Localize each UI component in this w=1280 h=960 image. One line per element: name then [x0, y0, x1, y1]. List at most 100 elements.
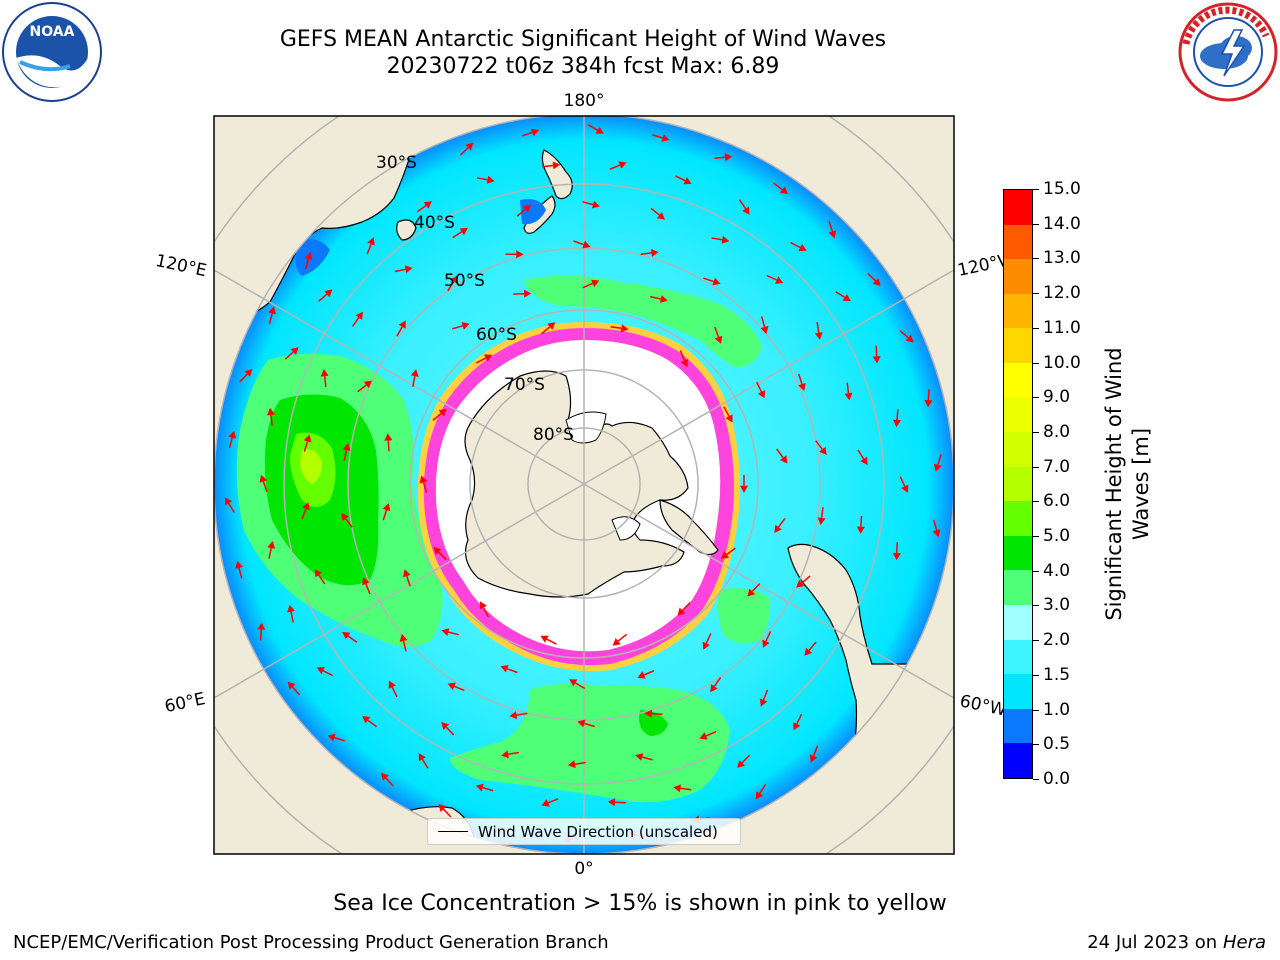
wind-wave-arrow-head	[441, 628, 450, 636]
wind-wave-arrow-head	[419, 475, 428, 484]
wind-wave-arrow-head	[259, 474, 268, 483]
colorbar-tick-label: 9.0	[1043, 387, 1071, 408]
lon-label-120e: 120°E	[154, 251, 209, 281]
wind-wave-arrow-head	[860, 456, 868, 465]
wind-wave-arrow-shaft	[447, 281, 455, 292]
wind-wave-arrow-head	[591, 279, 600, 288]
wind-wave-arrow-head	[257, 622, 266, 630]
wind-wave-arrow-shaft	[899, 476, 906, 487]
footer-date: 24 Jul 2023 on Hera	[1087, 932, 1266, 954]
wind-wave-arrow-head	[607, 798, 616, 807]
wind-wave-arrow-head	[447, 682, 456, 690]
wind-wave-arrow-shaft	[643, 670, 655, 676]
wind-wave-arrow-shaft	[765, 631, 772, 642]
colorbar-tick-mark	[1033, 362, 1039, 364]
wind-wave-arrow-head	[934, 463, 942, 472]
wind-wave-arrow-head	[341, 513, 349, 522]
wind-wave-arrow-shaft	[801, 575, 811, 584]
wind-wave-arrow-shaft	[351, 317, 360, 327]
wind-wave-arrow-shaft	[547, 798, 559, 804]
wind-wave-arrow-shaft	[454, 685, 465, 692]
colorbar-tick-label: 2.0	[1043, 630, 1071, 651]
wind-wave-arrow-shaft	[927, 389, 930, 401]
wind-wave-arrow-head	[828, 230, 837, 239]
wind-wave-arrow-head	[635, 753, 644, 761]
colorbar-segment	[1004, 466, 1032, 502]
colorbar-tick-label: 7.0	[1043, 456, 1071, 477]
wind-wave-arrow-shaft	[396, 326, 403, 337]
wind-wave-arrow-shaft	[303, 441, 309, 452]
wind-wave-arrow-shaft	[382, 509, 388, 521]
wind-wave-arrow-shaft	[334, 736, 345, 742]
wind-wave-arrow-shaft	[790, 241, 801, 249]
wind-wave-arrow-head	[714, 335, 723, 344]
meridian-lines	[214, 116, 954, 854]
colorbar-tick-mark	[1033, 327, 1039, 329]
wind-wave-arrow-shaft	[741, 754, 751, 764]
wind-wave-arrow-head	[302, 502, 310, 511]
wind-wave-arrow-head	[267, 407, 275, 416]
wind-wave-arrow-head	[577, 719, 586, 728]
wind-wave-arrow-shaft	[521, 131, 533, 137]
wind-wave-arrow-shaft	[475, 357, 487, 364]
wind-wave-arrow-head	[501, 750, 509, 759]
wind-wave-arrow-shaft	[867, 272, 877, 282]
wind-wave-arrow-shaft	[937, 454, 942, 466]
wind-wave-arrow-head	[760, 326, 769, 334]
wind-wave-arrow-head	[509, 711, 518, 720]
wind-wave-arrow-shaft	[459, 147, 469, 156]
wind-wave-arrow-head	[659, 295, 668, 303]
lat-label-40s: 40°S	[414, 213, 455, 233]
wind-wave-arrow-head	[524, 289, 532, 298]
wind-wave-arrow-shaft	[238, 567, 243, 579]
wind-wave-arrow-head	[793, 722, 801, 731]
wind-wave-arrow-shaft	[860, 515, 863, 527]
wind-wave-arrow-head	[740, 485, 748, 493]
wind-wave-arrow-shaft	[777, 517, 786, 528]
colorbar-segment	[1004, 674, 1032, 709]
wind-wave-arrow-head	[644, 709, 652, 718]
wind-wave-arrow-head	[842, 294, 851, 302]
wind-wave-arrow-head	[737, 760, 745, 768]
wind-wave-arrow-shaft	[448, 631, 459, 636]
wind-wave-arrow-shaft	[482, 607, 490, 618]
colorbar-tick-mark	[1033, 674, 1039, 676]
wind-wave-arrow-shaft	[365, 583, 371, 595]
colorbar-tick-label: 0.0	[1043, 769, 1071, 789]
wind-wave-arrow-head	[423, 201, 432, 209]
wind-wave-arrow-shaft	[650, 295, 661, 300]
wind-wave-arrow-head	[287, 604, 295, 613]
wind-wave-arrow-head	[410, 369, 419, 377]
wind-wave-arrow-head	[620, 324, 629, 333]
wind-wave-arrow-head	[901, 484, 909, 493]
wind-wave-arrow-head	[702, 641, 710, 650]
wind-wave-arrow-head	[819, 446, 827, 455]
wind-wave-arrow-shaft	[575, 682, 586, 690]
ronne-ice-shelf	[611, 516, 641, 541]
wind-wave-arrow-shaft	[323, 376, 327, 387]
wind-wave-arrow-head	[362, 716, 371, 724]
colorbar-tick-mark	[1033, 501, 1039, 503]
wind-wave-arrow-head	[552, 161, 561, 170]
wind-wave-arrow-head	[637, 671, 646, 679]
wind-wave-arrow-head	[268, 306, 276, 315]
wind-wave-arrow-shaft	[228, 502, 235, 513]
colorbar-segment	[1004, 293, 1032, 329]
wind-wave-arrow-head	[355, 311, 363, 320]
wind-wave-arrow-shaft	[345, 518, 353, 528]
tasmania-land	[396, 219, 417, 241]
wind-wave-arrow-head	[757, 390, 765, 399]
wind-wave-arrow-head	[720, 551, 729, 559]
colorbar-tick-mark	[1033, 779, 1039, 780]
wind-wave-arrow-shaft	[322, 670, 334, 677]
wind-wave-arrow-shaft	[304, 258, 310, 270]
wind-wave-arrow-shaft	[259, 629, 262, 641]
wind-wave-arrow-shaft	[726, 547, 736, 556]
colorbar-tick-label: 3.0	[1043, 595, 1071, 616]
wind-wave-arrow-shaft	[705, 731, 717, 737]
national-weather-service-logo	[1176, 0, 1280, 104]
wind-wave-arrow-head	[303, 434, 312, 443]
wind-wave-arrow-shaft	[896, 409, 899, 421]
wind-wave-arrow-head	[755, 791, 763, 800]
svg-text:NOAA: NOAA	[30, 24, 75, 40]
